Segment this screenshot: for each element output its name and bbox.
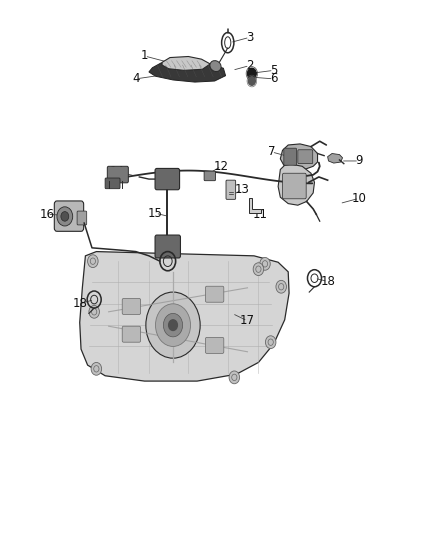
Circle shape <box>276 280 286 293</box>
Circle shape <box>89 305 99 318</box>
Text: 17: 17 <box>240 314 255 327</box>
Circle shape <box>88 255 98 268</box>
Text: 16: 16 <box>40 208 55 221</box>
Circle shape <box>169 320 177 330</box>
Circle shape <box>163 313 183 337</box>
Text: 11: 11 <box>253 208 268 221</box>
Text: 10: 10 <box>352 192 367 205</box>
Text: 15: 15 <box>148 207 163 220</box>
Text: 1: 1 <box>141 50 148 62</box>
Polygon shape <box>328 154 343 163</box>
Text: 13: 13 <box>234 183 249 196</box>
Circle shape <box>155 304 191 346</box>
Text: 4: 4 <box>132 72 140 85</box>
FancyBboxPatch shape <box>122 326 141 342</box>
Circle shape <box>248 77 255 85</box>
FancyBboxPatch shape <box>298 150 313 164</box>
FancyBboxPatch shape <box>155 235 180 258</box>
Circle shape <box>57 207 73 226</box>
FancyBboxPatch shape <box>205 337 224 353</box>
Text: 9: 9 <box>355 155 363 167</box>
FancyBboxPatch shape <box>226 180 236 199</box>
Circle shape <box>91 362 102 375</box>
FancyBboxPatch shape <box>122 298 141 314</box>
FancyBboxPatch shape <box>284 148 297 165</box>
FancyBboxPatch shape <box>107 166 128 183</box>
FancyBboxPatch shape <box>155 168 180 190</box>
Ellipse shape <box>210 61 221 71</box>
FancyBboxPatch shape <box>205 286 224 302</box>
Text: 14: 14 <box>110 165 125 178</box>
Polygon shape <box>280 144 318 169</box>
Circle shape <box>247 68 256 79</box>
Polygon shape <box>278 164 314 205</box>
FancyBboxPatch shape <box>283 173 306 199</box>
Polygon shape <box>162 56 210 70</box>
FancyBboxPatch shape <box>77 211 87 225</box>
FancyBboxPatch shape <box>204 171 215 181</box>
FancyBboxPatch shape <box>54 201 84 231</box>
FancyBboxPatch shape <box>105 178 120 189</box>
Text: 6: 6 <box>270 72 278 85</box>
Circle shape <box>265 336 276 349</box>
Circle shape <box>61 212 69 221</box>
Text: 18: 18 <box>320 275 335 288</box>
Text: 2: 2 <box>246 59 254 72</box>
Circle shape <box>253 263 264 276</box>
Polygon shape <box>149 61 226 82</box>
Text: 3: 3 <box>246 31 253 44</box>
Circle shape <box>260 257 270 270</box>
Circle shape <box>146 292 200 358</box>
Text: 12: 12 <box>214 160 229 173</box>
Text: 5: 5 <box>270 64 277 77</box>
Polygon shape <box>80 252 289 381</box>
Polygon shape <box>249 198 261 213</box>
Text: 18: 18 <box>72 297 87 310</box>
Text: 7: 7 <box>268 146 276 158</box>
Circle shape <box>229 371 240 384</box>
